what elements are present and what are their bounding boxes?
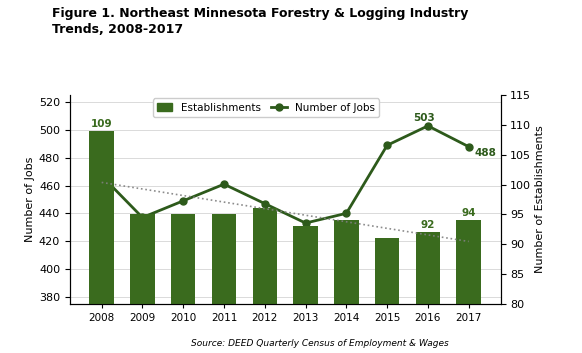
Bar [375,238,399,353]
Text: Source: DEED Quarterly Census of Employment & Wages: Source: DEED Quarterly Census of Employm… [191,339,449,348]
Bar [212,214,236,353]
Bar [456,220,481,353]
Y-axis label: Number of Jobs: Number of Jobs [24,157,35,242]
Bar [253,208,277,353]
Text: Figure 1. Northeast Minnesota Forestry & Logging Industry
Trends, 2008-2017: Figure 1. Northeast Minnesota Forestry &… [52,7,469,36]
Bar [171,214,196,353]
Text: 92: 92 [421,220,435,231]
Text: 94: 94 [462,209,476,219]
Bar [130,214,155,353]
Bar [334,220,359,353]
Bar [90,131,114,353]
Text: 488: 488 [474,148,496,158]
Legend: Establishments, Number of Jobs: Establishments, Number of Jobs [152,98,379,117]
Text: 503: 503 [413,113,435,123]
Bar [293,226,318,353]
Text: 467: 467 [91,187,113,197]
Bar [416,232,440,353]
Y-axis label: Number of Establishments: Number of Establishments [535,126,545,273]
Text: 433: 433 [294,235,317,246]
Text: 109: 109 [91,119,112,129]
